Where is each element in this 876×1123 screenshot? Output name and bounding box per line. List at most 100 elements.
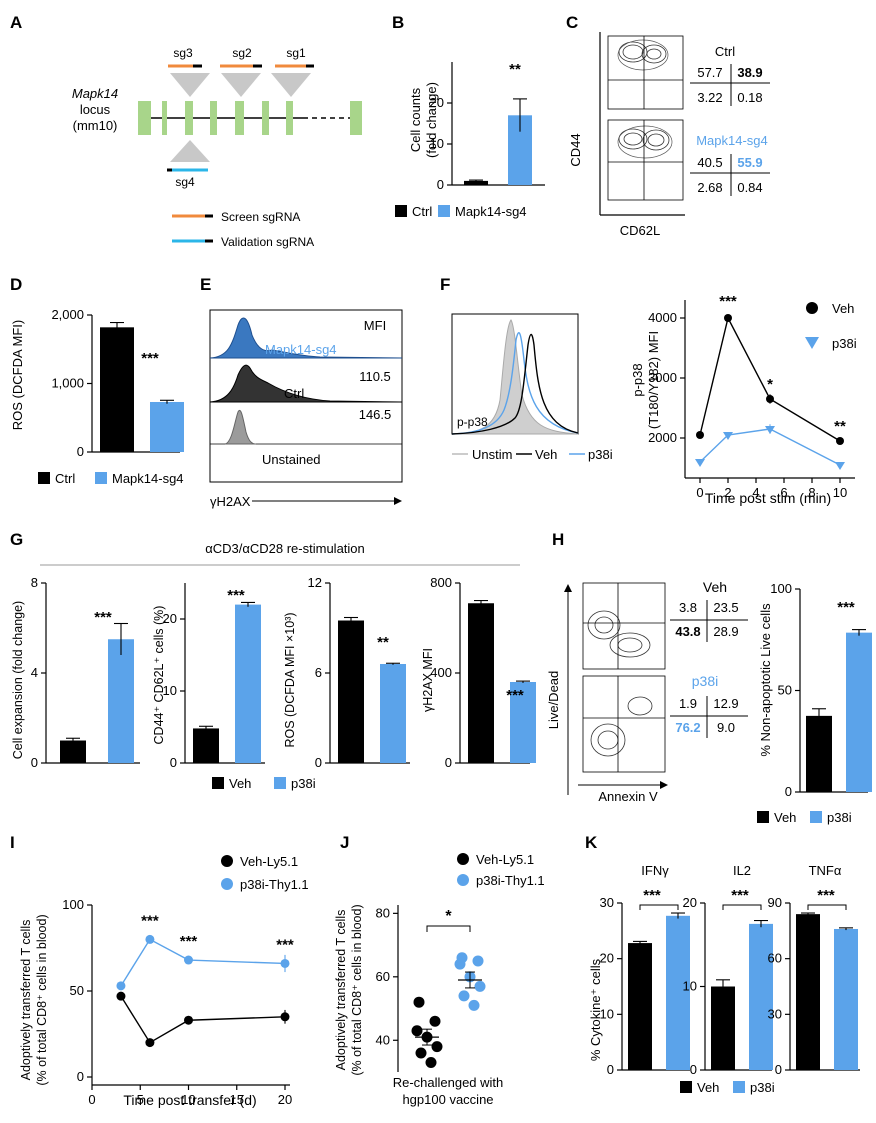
significance: *** [719, 293, 737, 310]
panel-a: A Mapk14 locus (mm10) sg3 sg2 [10, 13, 362, 249]
k2-significance: *** [731, 887, 749, 904]
k-legend-p38i: p38i [750, 1080, 775, 1095]
panel-label-a: A [10, 13, 22, 32]
i-legend-p38i-marker [221, 878, 233, 890]
b-ylabel-1: Cell counts [408, 87, 423, 152]
c-sg4-q2: 55.9 [737, 155, 762, 170]
x-tick-label: 6 [780, 485, 787, 500]
y-tick-label: 50 [778, 683, 792, 698]
chart-k3: 0 30 60 90 [768, 895, 860, 1077]
panel-e: E MFI Mapk14-sg4 110.5 Ctrl 146.5 Unstai… [200, 275, 403, 509]
f-ylabel-2: (T180/Y182) MFI [646, 331, 661, 429]
y-tick-label: 30 [600, 895, 614, 910]
exon [210, 101, 217, 135]
d-legend-sg4: Mapk14-sg4 [112, 471, 184, 486]
e-frame [209, 309, 403, 483]
f-hist-xlabel: p-p38 [457, 415, 488, 429]
sg3-wedge [170, 73, 210, 97]
h-veh-q4: 28.9 [713, 624, 738, 639]
x-tick-label: 20 [278, 1092, 292, 1107]
x-tick-label: 4 [752, 485, 759, 500]
data-point [723, 432, 733, 440]
f-hist-legend-unstim: Unstim [472, 447, 512, 462]
j-legend-veh: Veh-Ly5.1 [476, 852, 534, 867]
y-tick-label: 0 [775, 1062, 782, 1077]
panel-label-j: J [340, 833, 349, 852]
sg4-label: sg4 [175, 175, 195, 189]
d-legend-ctrl: Ctrl [55, 471, 75, 486]
contour [609, 632, 651, 658]
y-tick-label: 6 [315, 665, 322, 680]
sgrna-sg1: sg1 [271, 46, 314, 97]
bar-mapk14-sg4 [150, 401, 184, 452]
y-tick-label: 0 [785, 784, 792, 799]
significance: *** [180, 933, 198, 950]
panel-h: H Live/Dead Annexin V Veh 3.8 23.5 43.8 … [546, 530, 872, 825]
k-legend-p38i-swatch [733, 1081, 745, 1093]
d-legend-ctrl-swatch [38, 472, 50, 484]
bar-ctrl [464, 180, 488, 185]
b-legend-ctrl-swatch [395, 205, 407, 217]
contour [647, 133, 665, 147]
x-tick-label: 0 [696, 485, 703, 500]
panel-d: D ROS (DCFDA MFI) 0 1,000 2,000 *** Ctrl M… [10, 275, 184, 486]
y-tick-label: 3000 [648, 370, 677, 385]
bar-veh [628, 943, 652, 1070]
bar-p38i [510, 682, 536, 763]
panel-b: B Cell counts (fold change) 0 10 20 ** Ctr… [392, 13, 545, 219]
chart-i: 0 50 100 0 5 10 15 20 *** *** *** [62, 897, 294, 1107]
h-veh-name: Veh [703, 579, 727, 595]
h-bar-ylabel: % Non-apoptotic Live cells [758, 603, 773, 757]
panel-f: F p-p38 Unstim Veh p38i p-p38 (T180/Y182… [440, 275, 857, 506]
k1-title: IFNγ [641, 863, 669, 878]
series-line-veh [699, 316, 841, 442]
exon [138, 101, 151, 135]
bar-p38i [846, 632, 872, 792]
h-legend-veh: Veh [774, 810, 796, 825]
f-legend-veh-marker [806, 302, 818, 314]
c-flow-ctrl [607, 35, 684, 110]
j-xlabel-2: hgp100 vaccine [402, 1092, 493, 1107]
e-track-ctrl-name: Ctrl [284, 386, 304, 401]
y-tick-label: 12 [308, 575, 322, 590]
g1-ylabel: Cell expansion (fold change) [11, 601, 25, 759]
f-hist-legend-veh: Veh [535, 447, 557, 462]
exon [350, 101, 362, 135]
data-point [695, 459, 705, 467]
chart-g1: 0 4 8 [31, 575, 140, 770]
data-point [425, 1056, 437, 1068]
y-tick-label: 0 [170, 755, 177, 770]
data-point [454, 958, 466, 970]
chart-k2: 0 10 20 [683, 895, 773, 1077]
j-legend-p38i-marker [457, 874, 469, 886]
significance: *** [141, 912, 159, 929]
i-legend-veh: Veh-Ly5.1 [240, 854, 298, 869]
data-point [836, 437, 844, 445]
data-point [472, 955, 484, 967]
exon [262, 101, 269, 135]
chart-b: 0 10 20 [430, 62, 545, 192]
j-xlabel-1: Re-challenged with [393, 1075, 504, 1090]
c-flow-sg4 [607, 119, 684, 201]
data-point [116, 991, 126, 1001]
g3-ylabel: ROS (DCFDA MFI ×10³) [283, 612, 297, 747]
bar-p38i [235, 604, 261, 763]
h-ylabel: Live/Dead [546, 671, 561, 730]
data-point [116, 981, 126, 991]
f-legend-p38i: p38i [832, 336, 857, 351]
data-point [413, 996, 425, 1008]
x-tick-label: 15 [230, 1092, 244, 1107]
panel-label-i: I [10, 833, 15, 852]
f-hist-unstim [451, 319, 579, 435]
h-veh-q2: 23.5 [713, 600, 738, 615]
data-point [415, 1047, 427, 1059]
sig-bracket [722, 904, 762, 910]
y-tick-label: 100 [62, 897, 84, 912]
chart-g2: 0 10 20 [163, 583, 265, 770]
y-tick-label: 0 [607, 1062, 614, 1077]
y-tick-label: 60 [376, 969, 390, 984]
exon [162, 101, 167, 135]
j-legend-veh-marker [457, 853, 469, 865]
sg2-wedge [221, 73, 261, 97]
h-legend-veh-swatch [757, 811, 769, 823]
